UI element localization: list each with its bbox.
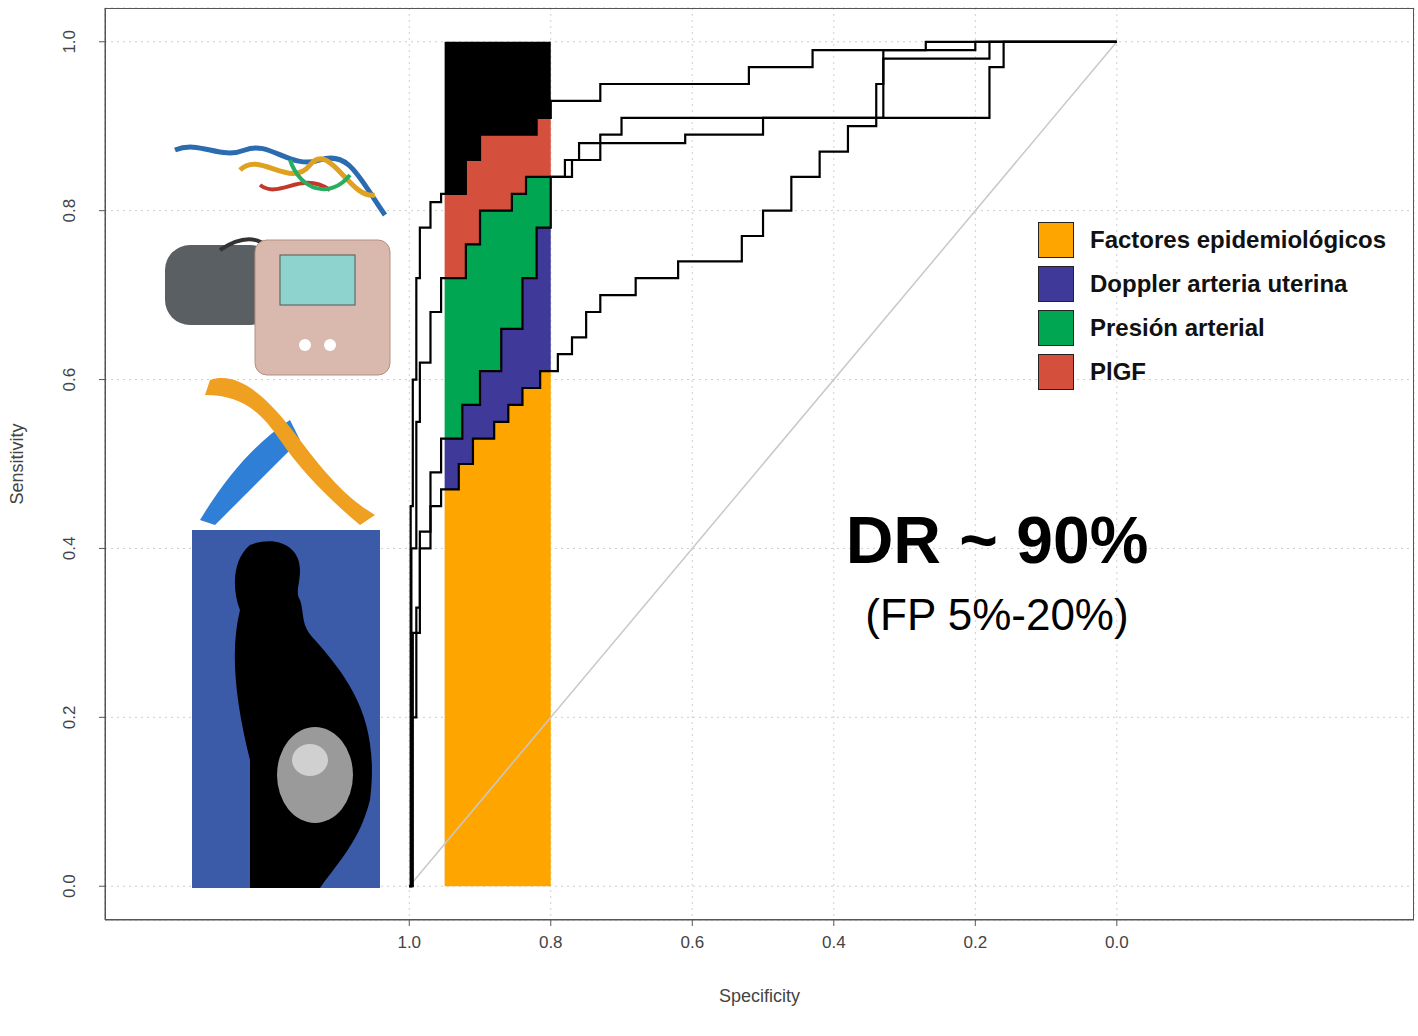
- html-text:Factores epidemiológicos: Factores epidemiológicos: [1090, 226, 1387, 253]
- svg-text:Specificity: Specificity: [719, 986, 800, 1006]
- svg-text:Sensitivity: Sensitivity: [7, 423, 27, 504]
- svg-text:0.0: 0.0: [1105, 933, 1129, 952]
- html-text:Presión arterial: Presión arterial: [1090, 314, 1265, 341]
- svg-text:0.0: 0.0: [60, 874, 79, 898]
- html-text:DR ~ 90%: DR ~ 90%: [845, 503, 1149, 577]
- svg-text:0.4: 0.4: [822, 933, 846, 952]
- svg-text:0.2: 0.2: [963, 933, 987, 952]
- svg-text:1.0: 1.0: [60, 30, 79, 54]
- svg-text:1.0: 1.0: [397, 933, 421, 952]
- svg-text:0.4: 0.4: [60, 537, 79, 561]
- svg-text:0.2: 0.2: [60, 706, 79, 730]
- svg-text:0.6: 0.6: [680, 933, 704, 952]
- svg-text:0.8: 0.8: [539, 933, 563, 952]
- html-text:(FP 5%-20%): (FP 5%-20%): [865, 590, 1129, 639]
- svg-text:0.6: 0.6: [60, 368, 79, 392]
- html-text:PlGF: PlGF: [1090, 358, 1146, 385]
- svg-text:0.8: 0.8: [60, 199, 79, 223]
- html-text:Doppler arteria uterina: Doppler arteria uterina: [1090, 270, 1348, 297]
